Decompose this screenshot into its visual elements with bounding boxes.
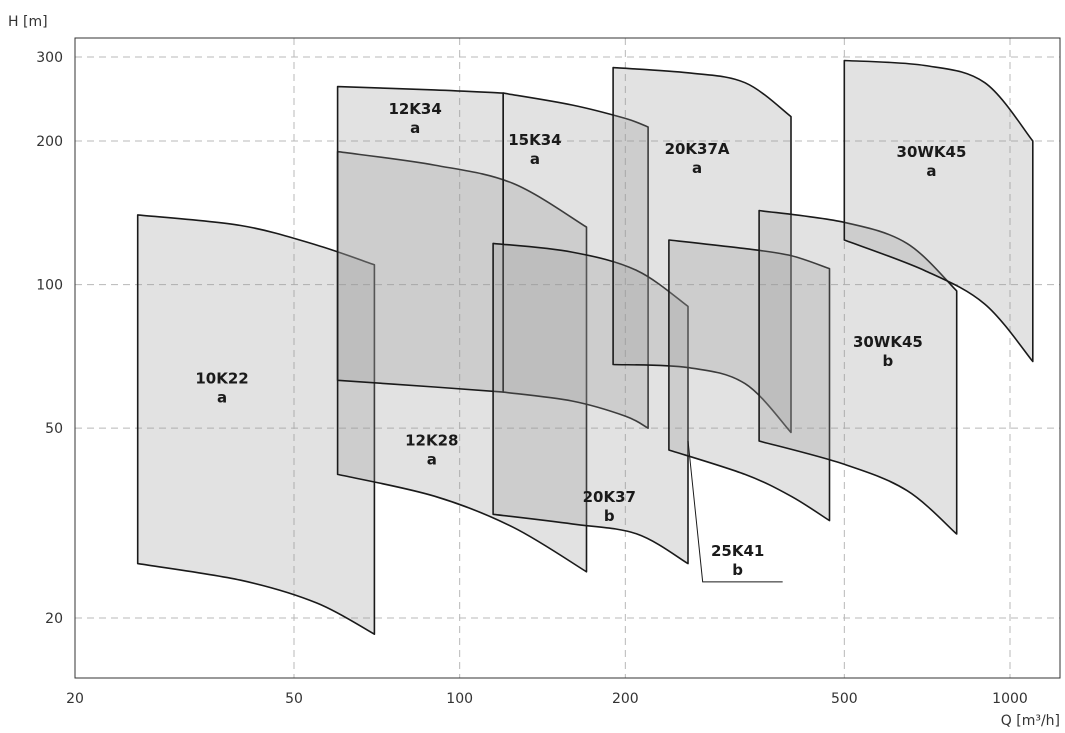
grid-layer	[74, 38, 1060, 678]
region-20K37A-outline	[612, 66, 792, 434]
region-label-12K28: 12K28	[405, 431, 458, 449]
x-tick-label-200: 200	[612, 691, 639, 707]
label-layer: 10K22a12K28a12K34a15K34a20K37b20K37Aa25K…	[195, 100, 967, 583]
region-sublabel-20K37A: a	[692, 159, 702, 177]
x-tick-label-100: 100	[446, 691, 473, 707]
region-sublabel-30WK45: b	[883, 352, 894, 370]
region-label-10K22: 10K22	[195, 370, 248, 388]
plot-frame	[74, 37, 1061, 679]
region-sublabel-25K41: b	[732, 561, 743, 579]
y-tick-label-20: 20	[45, 611, 63, 627]
region-10K22-outline	[136, 214, 376, 635]
region-20K37-outline	[492, 242, 689, 565]
region-label-30WK45: 30WK45	[853, 333, 923, 351]
region-sublabel-30WK45a: a	[926, 162, 936, 180]
x-tick-label-50: 50	[285, 691, 303, 707]
region-25K41-fill	[668, 240, 830, 521]
region-label-25K41: 25K41	[711, 542, 764, 560]
region-leader-25K41	[687, 440, 783, 583]
region-12K28-fill	[337, 151, 587, 572]
region-sublabel-12K34: a	[410, 119, 420, 137]
y-tick-label-50: 50	[45, 421, 63, 437]
tick-layer: 20 50 100 200 500 1000 20 50 100 200 300	[36, 50, 1028, 707]
region-sublabel-15K34: a	[530, 150, 540, 168]
region-30WK45a-outline	[843, 59, 1034, 363]
x-tick-label-1000: 1000	[992, 691, 1028, 707]
y-tick-label-100: 100	[36, 278, 63, 294]
region-sublabel-12K28: a	[427, 450, 437, 468]
region-25K41-outline	[668, 239, 831, 522]
y-axis-label: H [m]	[8, 14, 48, 30]
region-12K28-outline	[336, 150, 588, 573]
region-label-12K34: 12K34	[388, 100, 441, 118]
region-20K37-fill	[493, 243, 688, 564]
region-15K34-fill	[503, 93, 649, 429]
region-20K37A-fill	[613, 67, 791, 433]
region-15K34-outline	[502, 92, 649, 429]
region-10K22-fill	[137, 214, 375, 635]
region-12K34-fill	[337, 86, 504, 393]
x-tick-label-500: 500	[831, 691, 858, 707]
region-label-20K37A: 20K37A	[665, 140, 730, 158]
x-tick-label-20: 20	[66, 691, 84, 707]
region-30WK45a-fill	[844, 60, 1033, 362]
region-sublabel-10K22: a	[217, 389, 227, 407]
region-layer	[136, 59, 1034, 635]
x-axis-label: Q [m³/h]	[1001, 713, 1060, 729]
region-label-30WK45a: 30WK45	[897, 143, 967, 161]
y-tick-label-200: 200	[36, 134, 63, 150]
y-tick-label-300: 300	[36, 50, 63, 66]
region-label-15K34: 15K34	[508, 131, 561, 149]
region-sublabel-20K37: b	[604, 507, 615, 525]
region-label-20K37: 20K37	[583, 488, 636, 506]
